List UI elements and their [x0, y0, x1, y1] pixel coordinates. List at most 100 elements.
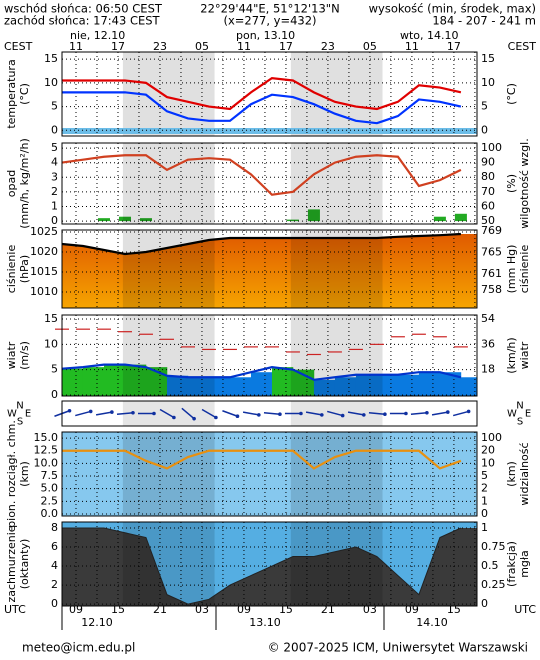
y-tick-label: 0.0 — [41, 507, 59, 520]
night — [290, 230, 383, 308]
y2-tick-label: 765 — [481, 245, 502, 258]
night — [122, 432, 215, 516]
precip-bar — [454, 213, 467, 222]
panel-frame — [61, 142, 478, 225]
y-tick-label: 5 — [51, 141, 58, 154]
right-title: (mm Hg) — [505, 245, 518, 294]
tz-top-left: CEST — [4, 40, 33, 53]
compass: N — [16, 401, 23, 412]
y-tick-label: 10 — [44, 337, 58, 350]
top-hour: 05 — [363, 40, 377, 53]
right-title: (°C) — [505, 83, 518, 105]
line — [62, 527, 462, 605]
y2-tick-label: 10 — [481, 456, 495, 469]
night — [122, 230, 215, 308]
left-title: temperatura — [5, 59, 18, 128]
wind-arrow-head — [362, 413, 366, 417]
left-title: (km) — [18, 461, 31, 487]
y2-tick-label: 0 — [481, 507, 488, 520]
y2-tick-label: 0.75 — [481, 540, 506, 553]
right-title: (km) — [505, 461, 518, 487]
panel — [61, 230, 477, 308]
y2-tick-label: 5 — [481, 100, 488, 113]
y-tick-label: 4 — [51, 156, 58, 169]
wind-fill — [439, 372, 462, 396]
y2-tick-label: 5 — [481, 469, 488, 482]
wind-arrow-head — [320, 413, 324, 417]
wind-arrow-head — [257, 413, 261, 417]
left-title: zachmurzenie — [5, 525, 18, 602]
panel-bg — [62, 432, 477, 516]
y2-tick-label: 0.5 — [481, 559, 499, 572]
night — [122, 315, 215, 396]
wind-arrow — [305, 411, 322, 416]
tz-top-right: CEST — [508, 40, 537, 53]
y-tick-label: 1 — [51, 199, 58, 212]
top-hour: 23 — [321, 40, 335, 53]
y-tick-label: 15 — [44, 52, 58, 65]
line — [62, 91, 462, 125]
y2-tick-label: 10 — [481, 76, 495, 89]
wind-fill — [187, 377, 210, 396]
left-title: pion. rozciągł. chm. — [5, 420, 18, 528]
y-tick-label: 15 — [44, 312, 58, 325]
y2-tick-label: 50 — [481, 214, 495, 227]
top-hour: 17 — [279, 40, 293, 53]
sunset: zachód słońca: 17:43 CEST — [4, 14, 161, 28]
wind-arrow-head — [299, 411, 303, 416]
precip-bar — [286, 219, 299, 222]
right-title: mgła — [518, 550, 531, 578]
precip-bar — [97, 218, 110, 222]
y2-tick-label: 0 — [481, 123, 488, 136]
y-tick-label: 4 — [51, 559, 58, 572]
panel — [61, 143, 477, 224]
wind-arrow-head — [466, 409, 471, 414]
wind-arrow-head — [152, 411, 156, 416]
compass: S — [17, 417, 23, 428]
top-hour: 11 — [69, 40, 83, 53]
y-tick-label: 10 — [44, 76, 58, 89]
left-title: opad — [5, 170, 18, 197]
wind-fill — [460, 377, 478, 396]
bottom-day: 13.10 — [249, 616, 281, 629]
wind-arrow — [116, 412, 134, 415]
night — [290, 432, 383, 516]
top-hour: 23 — [153, 40, 167, 53]
top-hour: 17 — [447, 40, 461, 53]
panel-bg — [62, 143, 477, 224]
coords: 22°29'44"E, 51°12'13"N — [200, 2, 339, 16]
y-tick-label: 15.0 — [34, 431, 59, 444]
left-title: (°C) — [18, 83, 31, 105]
line — [61, 232, 461, 256]
wind-arrow — [347, 411, 364, 416]
wind-arrow-head — [172, 415, 176, 420]
compass: S — [517, 417, 523, 428]
wind-arrow — [222, 410, 238, 417]
panel-frame — [61, 51, 478, 137]
y-tick-label: 12.5 — [34, 444, 59, 457]
line — [61, 363, 462, 381]
freezing-strip — [62, 128, 477, 134]
left-title: (hPa) — [18, 255, 31, 283]
compass: N — [516, 401, 523, 412]
y-tick-label: 7.5 — [41, 469, 59, 482]
wind-fill — [166, 375, 189, 396]
wind-fill — [250, 372, 273, 396]
compass: E — [25, 409, 31, 420]
y2-tick-label: 90 — [481, 156, 495, 169]
panel — [62, 432, 477, 516]
night — [290, 315, 383, 396]
precip-bar — [139, 218, 152, 222]
wind-arrow — [159, 408, 175, 419]
y2-tick-label: 100 — [481, 431, 502, 444]
y2-tick-label: 36 — [481, 337, 495, 350]
wind-arrow-head — [445, 410, 450, 414]
panel-frame — [61, 229, 478, 309]
wind-arrow — [431, 411, 448, 416]
night — [122, 522, 215, 606]
y-tick-label: 2 — [51, 578, 58, 591]
y-tick-label: 1020 — [30, 245, 58, 258]
wind-fill — [124, 364, 147, 396]
top-hour: 17 — [111, 40, 125, 53]
